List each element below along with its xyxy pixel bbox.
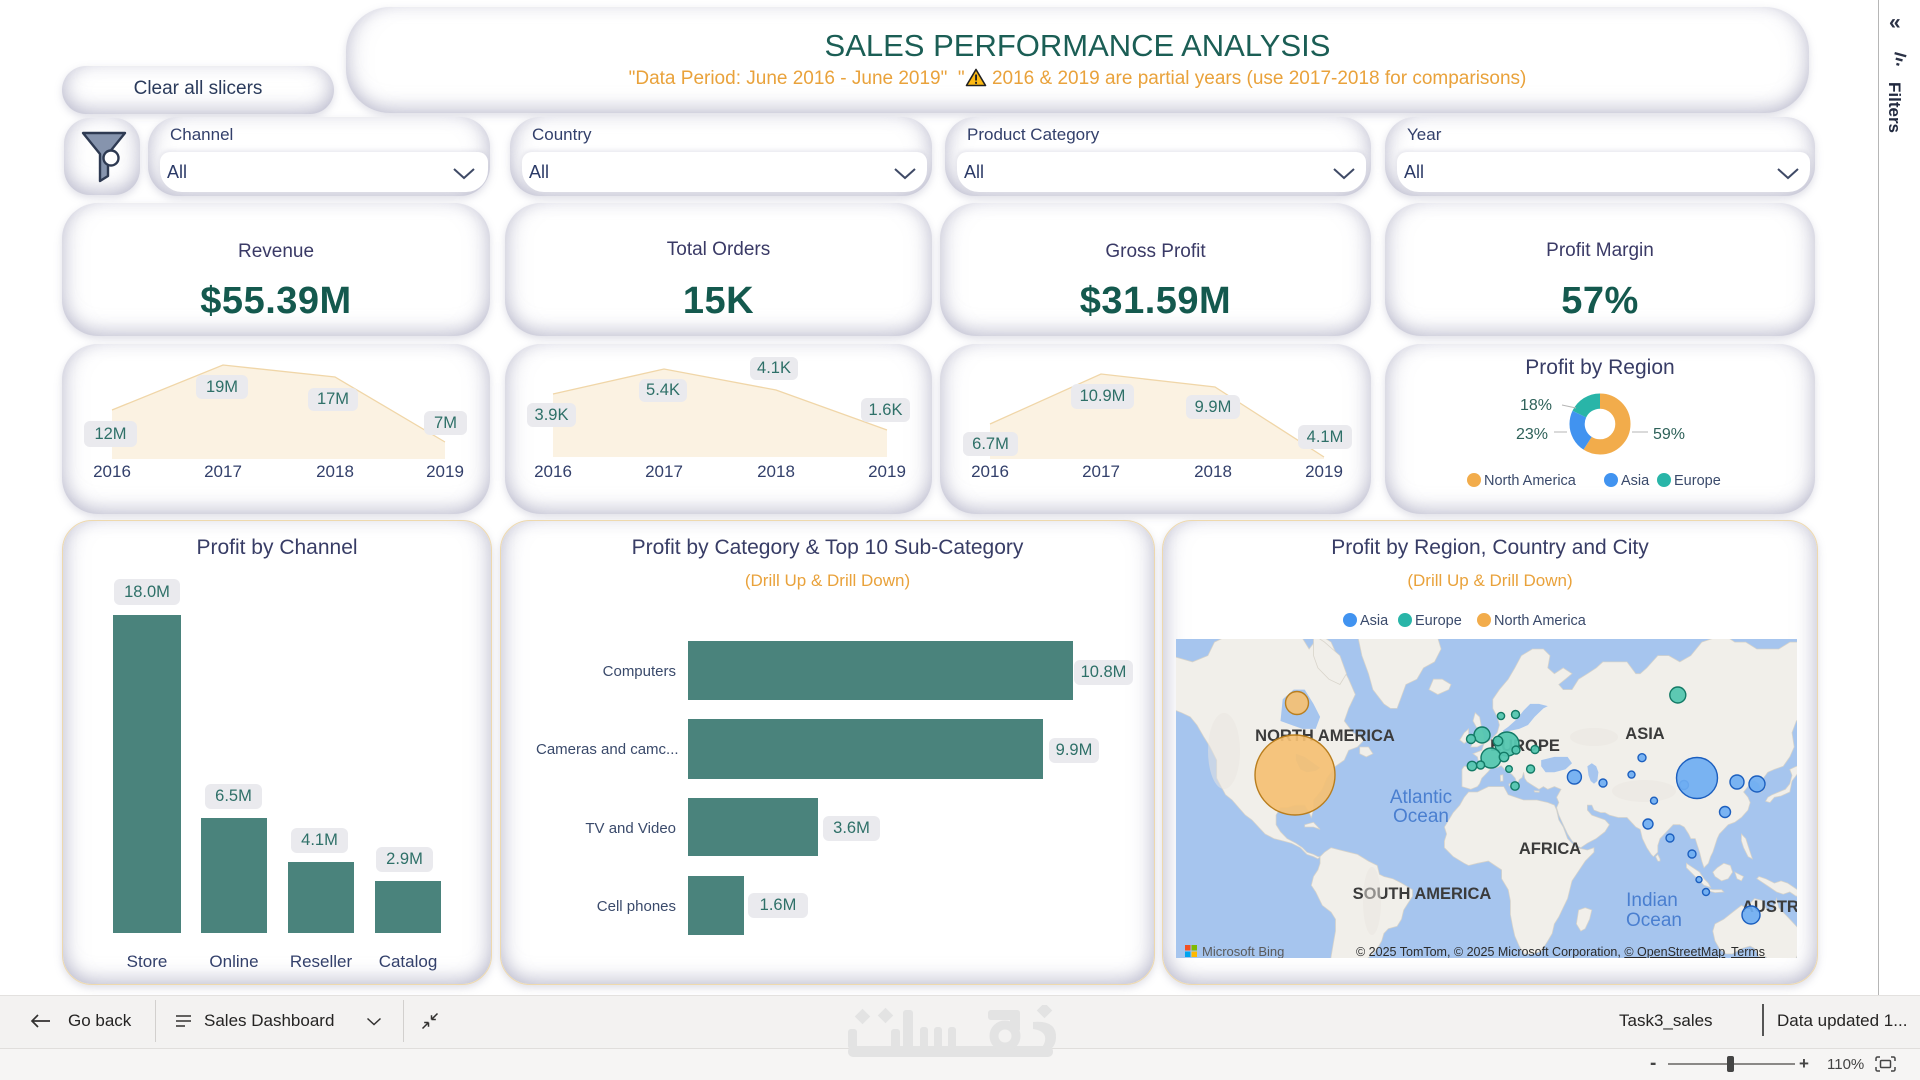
svg-text:Asia: Asia [1621, 473, 1650, 489]
svg-text:23%: 23% [1516, 426, 1548, 443]
svg-text:Ocean: Ocean [1393, 806, 1449, 827]
svg-text:Europe: Europe [1415, 613, 1462, 629]
svg-text:Europe: Europe [1674, 473, 1721, 489]
svg-text:SOUTH AMERICA: SOUTH AMERICA [1353, 885, 1492, 903]
svg-text:18%: 18% [1520, 397, 1552, 414]
svg-text:ASIA: ASIA [1625, 725, 1665, 743]
svg-text:AFRICA: AFRICA [1519, 840, 1581, 858]
svg-text:59%: 59% [1653, 426, 1685, 443]
svg-text:Ocean: Ocean [1626, 910, 1682, 931]
svg-text:Microsoft Bing: Microsoft Bing [1202, 944, 1284, 958]
svg-text:North America: North America [1484, 473, 1577, 489]
svg-text:North America: North America [1494, 613, 1587, 629]
svg-text:Terms: Terms [1731, 945, 1765, 958]
svg-text:Asia: Asia [1360, 613, 1389, 629]
svg-text:© 2025 TomTom, © 2025 Microsof: © 2025 TomTom, © 2025 Microsoft Corporat… [1356, 945, 1725, 958]
svg-text:Indian: Indian [1626, 890, 1678, 911]
svg-text:Atlantic: Atlantic [1390, 787, 1452, 808]
